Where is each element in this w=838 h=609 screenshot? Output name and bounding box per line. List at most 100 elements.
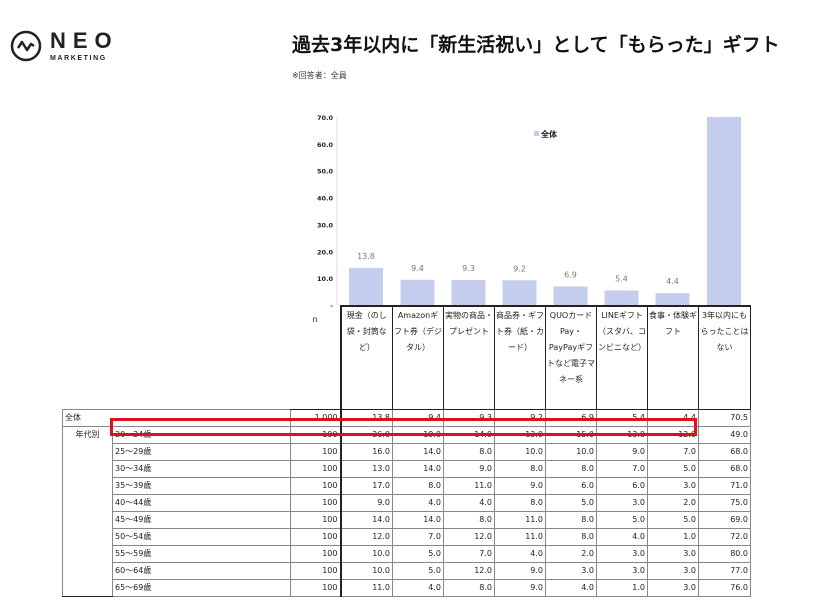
n-cell: 100	[290, 460, 341, 478]
bar-chart: - 10.0 20.0 30.0 40.0 50.0 60.0 70.0 13.8 9.4 9.3 9…	[317, 114, 741, 307]
value-cell: 11.0	[443, 477, 495, 495]
value-cell: 77.0	[698, 562, 751, 580]
legend-label: 全体	[540, 129, 558, 139]
value-cell: 8.0	[545, 511, 597, 529]
value-cell: 12.0	[339, 528, 393, 546]
bar	[655, 293, 690, 305]
value-cell: 19.0	[392, 426, 444, 444]
value-cell: 4.0	[443, 494, 495, 512]
value-cell: 2.0	[647, 494, 699, 512]
n-header: n	[290, 306, 341, 410]
y-tick-label: 40.0	[317, 195, 334, 203]
table-row: 65〜69歳 100 11.0 4.0 8.0 9.0 4.0 1.0 3.0 76.0	[63, 579, 751, 597]
value-cell: 14.0	[392, 460, 444, 478]
total-row: 全体 1,000 13.8 9.4 9.3 9.2 6.9 5.4 4.4 70.5	[62, 409, 751, 427]
n-cell: 100	[290, 579, 341, 597]
value-cell: 17.0	[339, 477, 393, 495]
value-cell: 3.0	[647, 477, 699, 495]
value-cell: 12.0	[443, 528, 495, 546]
bar	[707, 117, 741, 305]
value-cell: 72.0	[698, 528, 751, 546]
value-cell: 76.0	[698, 579, 751, 597]
bar	[400, 279, 435, 305]
value-cell: 15.0	[545, 426, 597, 444]
value-cell: 7.0	[596, 460, 648, 478]
value-cell: 7.0	[443, 545, 495, 563]
value-cell: 1.0	[596, 579, 648, 597]
row-label: 30〜34歳	[112, 460, 291, 478]
row-label: 50〜54歳	[112, 528, 291, 546]
value-cell: 3.0	[596, 545, 648, 563]
value-cell: 4.0	[392, 579, 444, 597]
value-cell: 8.0	[443, 443, 495, 461]
table-row: 50〜54歳 100 12.0 7.0 12.0 11.0 8.0 4.0 1.0 72.0	[63, 528, 751, 546]
n-cell: 100	[290, 477, 341, 495]
value-cell: 5.0	[647, 460, 699, 478]
row-label: 35〜39歳	[112, 477, 291, 495]
value-cell: 14.0	[339, 511, 393, 529]
value-cell: 8.0	[443, 579, 495, 597]
column-header: 3年以内にもらったことはない	[698, 305, 751, 410]
table-row: 40〜44歳 100 9.0 4.0 4.0 8.0 5.0 3.0 2.0 75.0	[63, 494, 751, 512]
value-cell: 9.2	[494, 409, 546, 427]
column-header: Amazonギフト券（デジタル）	[392, 305, 444, 410]
y-tick-label: 30.0	[317, 221, 334, 229]
row-label: 25〜29歳	[112, 443, 291, 461]
value-cell: 10.0	[339, 562, 393, 580]
value-cell: 13.0	[494, 426, 546, 444]
value-cell: 9.0	[494, 477, 546, 495]
y-tick-label: 70.0	[317, 114, 334, 122]
y-tick-label: -	[330, 302, 333, 307]
value-cell: 10.0	[545, 443, 597, 461]
column-header: 実物の商品・プレゼント	[443, 305, 495, 410]
value-cell: 71.0	[698, 477, 751, 495]
value-cell: 6.0	[596, 477, 648, 495]
value-cell: 5.4	[596, 409, 648, 427]
y-tick-label: 10.0	[317, 275, 334, 283]
value-cell: 8.0	[545, 460, 597, 478]
value-cell: 26.0	[339, 426, 393, 444]
n-cell: 100	[290, 545, 341, 563]
neo-marketing-logo: NEO MARKETING	[10, 30, 119, 62]
data-label: 6.9	[564, 270, 577, 279]
table-row: 55〜59歳 100 10.0 5.0 7.0 4.0 2.0 3.0 3.0 80.0	[63, 545, 751, 563]
value-cell: 13.8	[339, 409, 393, 427]
column-header: 食事・体験ギフト	[647, 305, 699, 410]
value-cell: 5.0	[596, 511, 648, 529]
column-header: QUOカードPay・PayPayギフトなど電子マネー系	[545, 305, 597, 410]
blank-cell	[63, 306, 113, 410]
value-cell: 49.0	[698, 426, 751, 444]
bar	[349, 267, 383, 305]
value-cell: 6.0	[545, 477, 597, 495]
row-label: 40〜44歳	[112, 494, 291, 512]
value-cell: 8.0	[494, 460, 546, 478]
value-cell: 13.0	[339, 460, 393, 478]
legend-swatch	[534, 131, 539, 136]
value-cell: 80.0	[698, 545, 751, 563]
y-tick-label: 20.0	[317, 248, 334, 256]
row-label: 20〜24歳	[112, 426, 291, 444]
total-label: 全体	[62, 409, 291, 427]
y-tick-label: 60.0	[317, 141, 334, 149]
blank-cell	[113, 306, 291, 410]
value-cell: 4.4	[647, 409, 699, 427]
value-cell: 3.0	[647, 579, 699, 597]
bar	[604, 290, 639, 305]
n-cell: 100	[290, 426, 341, 444]
value-cell: 3.0	[647, 562, 699, 580]
value-cell: 69.0	[698, 511, 751, 529]
data-label: 4.4	[666, 277, 679, 286]
value-cell: 14.0	[392, 443, 444, 461]
value-cell: 75.0	[698, 494, 751, 512]
n-cell: 100	[290, 443, 341, 461]
value-cell: 1.0	[647, 528, 699, 546]
value-cell: 9.4	[392, 409, 444, 427]
data-label: 9.3	[462, 264, 475, 273]
value-cell: 3.0	[596, 494, 648, 512]
table-row: 25〜29歳 100 16.0 14.0 8.0 10.0 10.0 9.0 7.0 68.0	[63, 443, 751, 461]
logo-wave-icon	[10, 30, 42, 62]
value-cell: 12.0	[647, 426, 699, 444]
n-cell: 100	[290, 494, 341, 512]
header-row: n 現金（のし袋・封筒など） Amazonギフト券（デジタル） 実物の商品・プレゼント…	[63, 305, 751, 410]
